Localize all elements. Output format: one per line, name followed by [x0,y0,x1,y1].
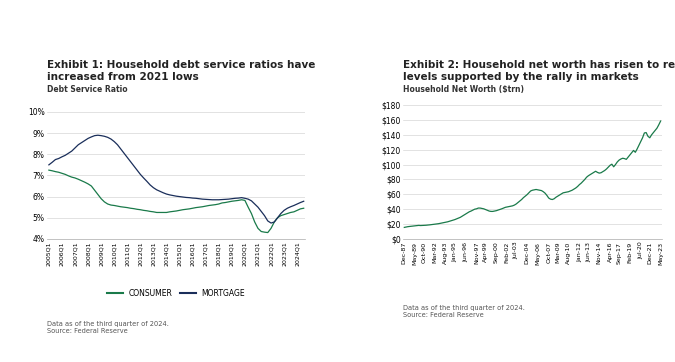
Text: Data as of the third quarter of 2024.
Source: Federal Reserve: Data as of the third quarter of 2024. So… [404,305,525,318]
Text: Data as of the third quarter of 2024.
Source: Federal Reserve: Data as of the third quarter of 2024. So… [47,321,169,334]
Text: Debt Service Ratio: Debt Service Ratio [47,85,128,94]
Text: Exhibit 2: Household net worth has risen to record: Exhibit 2: Household net worth has risen… [404,60,675,70]
Text: increased from 2021 lows: increased from 2021 lows [47,72,199,83]
Text: Exhibit 1: Household debt service ratios have: Exhibit 1: Household debt service ratios… [47,60,316,70]
Text: Household Net Worth ($trn): Household Net Worth ($trn) [404,85,524,94]
Legend: CONSUMER, MORTGAGE: CONSUMER, MORTGAGE [104,286,248,301]
Text: levels supported by the rally in markets: levels supported by the rally in markets [404,72,639,83]
